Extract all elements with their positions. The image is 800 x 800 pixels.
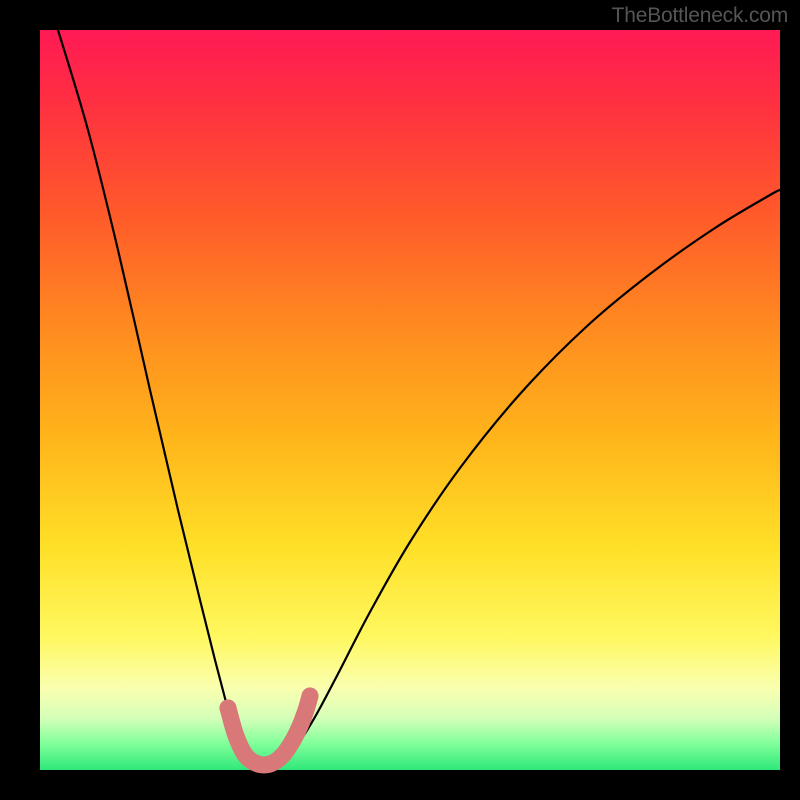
watermark-text: TheBottleneck.com: [612, 4, 788, 28]
plot-background: [40, 30, 780, 770]
marker-endpoint-dot: [302, 688, 319, 705]
marker-endpoint-dot: [220, 700, 237, 717]
bottleneck-chart: [0, 0, 800, 800]
